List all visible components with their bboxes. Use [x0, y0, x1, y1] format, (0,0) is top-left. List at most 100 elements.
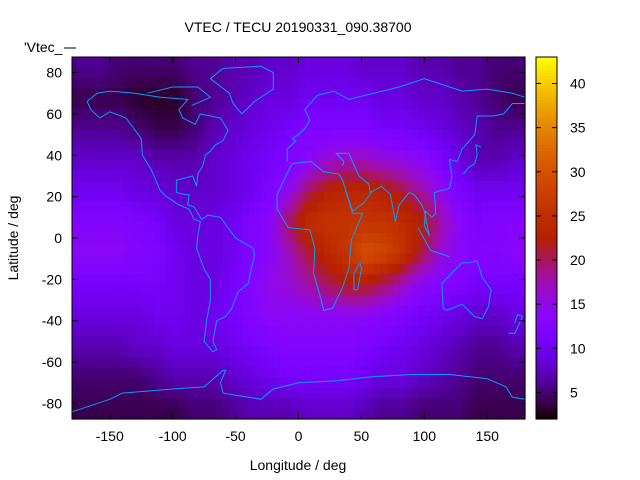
heatmap-cell	[279, 119, 287, 130]
heatmap-cell	[443, 150, 451, 162]
heatmap-cell	[185, 88, 193, 99]
heatmap-cell	[122, 212, 130, 224]
heatmap-cell	[436, 88, 444, 99]
heatmap-cell	[273, 88, 281, 99]
heatmap-cell	[380, 181, 388, 193]
heatmap-cell	[392, 325, 400, 337]
coastline	[462, 144, 482, 175]
heatmap-cell	[229, 88, 237, 99]
heatmap-cell	[462, 108, 469, 120]
heatmap-cell	[323, 253, 331, 265]
heatmap-cell	[443, 191, 451, 203]
heatmap-cell	[462, 67, 469, 79]
heatmap-cell	[499, 119, 507, 130]
heatmap-cell	[323, 57, 331, 68]
heatmap-cell	[342, 263, 350, 275]
heatmap-cell	[342, 408, 350, 420]
heatmap-cell	[462, 212, 469, 224]
heatmap-cell	[178, 170, 186, 182]
heatmap-cell	[134, 408, 142, 420]
heatmap-cell	[292, 356, 300, 368]
heatmap-cell	[235, 305, 243, 317]
heatmap-cell	[449, 139, 457, 151]
heatmap-cell	[109, 212, 117, 224]
heatmap-cell	[468, 253, 476, 265]
heatmap-cell	[329, 67, 337, 79]
heatmap-cell	[367, 160, 375, 172]
heatmap-cell	[141, 181, 149, 193]
heatmap-cell	[279, 253, 287, 265]
heatmap-cell	[474, 160, 482, 172]
heatmap-cell	[399, 181, 407, 193]
heatmap-cell	[204, 150, 212, 162]
heatmap-cell	[260, 222, 268, 234]
heatmap-cell	[487, 243, 495, 255]
heatmap-cell	[223, 77, 230, 89]
heatmap-cell	[367, 356, 375, 368]
heatmap-cell	[72, 243, 79, 255]
heatmap-cell	[134, 212, 142, 224]
heatmap-cell	[487, 129, 495, 141]
heatmap-cell	[462, 160, 469, 172]
heatmap-cell	[210, 129, 218, 141]
heatmap-cell	[254, 150, 262, 162]
heatmap-cell	[273, 119, 281, 130]
heatmap-cell	[229, 408, 237, 420]
heatmap-cell	[166, 274, 174, 286]
heatmap-cell	[160, 387, 167, 399]
heatmap-cell	[185, 325, 193, 337]
heatmap-cell	[103, 284, 111, 296]
heatmap-cell	[449, 201, 457, 213]
heatmap-cell	[512, 294, 520, 306]
heatmap-cell	[462, 263, 469, 275]
heatmap-cell	[103, 243, 111, 255]
heatmap-cell	[405, 367, 413, 379]
heatmap-cell	[78, 98, 86, 110]
heatmap-cell	[84, 284, 92, 296]
heatmap-cell	[229, 274, 237, 286]
heatmap-cell	[311, 398, 318, 410]
heatmap-cell	[285, 243, 293, 255]
heatmap-cell	[191, 212, 199, 224]
heatmap-cell	[122, 263, 130, 275]
heatmap-cell	[499, 98, 507, 110]
heatmap-cell	[468, 201, 476, 213]
heatmap-cell	[323, 77, 331, 89]
heatmap-cell	[512, 129, 520, 141]
heatmap-cell	[191, 253, 199, 265]
heatmap-cell	[223, 160, 230, 172]
heatmap-cell	[172, 129, 180, 141]
heatmap-cell	[254, 367, 262, 379]
heatmap-cell	[103, 398, 111, 410]
heatmap-cell	[405, 170, 413, 182]
heatmap-cell	[292, 191, 300, 203]
heatmap-cell	[392, 243, 400, 255]
heatmap-cell	[380, 356, 388, 368]
heatmap-cell	[399, 160, 407, 172]
heatmap-cell	[191, 243, 199, 255]
heatmap-cell	[518, 325, 526, 337]
heatmap-cell	[348, 325, 356, 337]
heatmap-cell	[241, 67, 249, 79]
heatmap-cell	[317, 170, 325, 182]
heatmap-cell	[348, 57, 356, 68]
heatmap-cell	[323, 408, 331, 420]
heatmap-cell	[90, 284, 98, 296]
heatmap-cell	[285, 150, 293, 162]
heatmap-cell	[405, 346, 413, 358]
heatmap-cell	[342, 336, 350, 348]
colorbar-segment	[536, 201, 557, 206]
heatmap-cell	[210, 232, 218, 244]
heatmap-cell	[474, 222, 482, 234]
heatmap-cell	[455, 253, 463, 265]
heatmap-cell	[487, 150, 495, 162]
heatmap-cell	[336, 243, 344, 255]
heatmap-cell	[386, 77, 394, 89]
heatmap-cell	[493, 222, 501, 234]
heatmap-cell	[405, 315, 413, 327]
heatmap-cell	[172, 77, 180, 89]
heatmap-cell	[493, 294, 501, 306]
heatmap-cell	[474, 253, 482, 265]
heatmap-cell	[178, 284, 186, 296]
